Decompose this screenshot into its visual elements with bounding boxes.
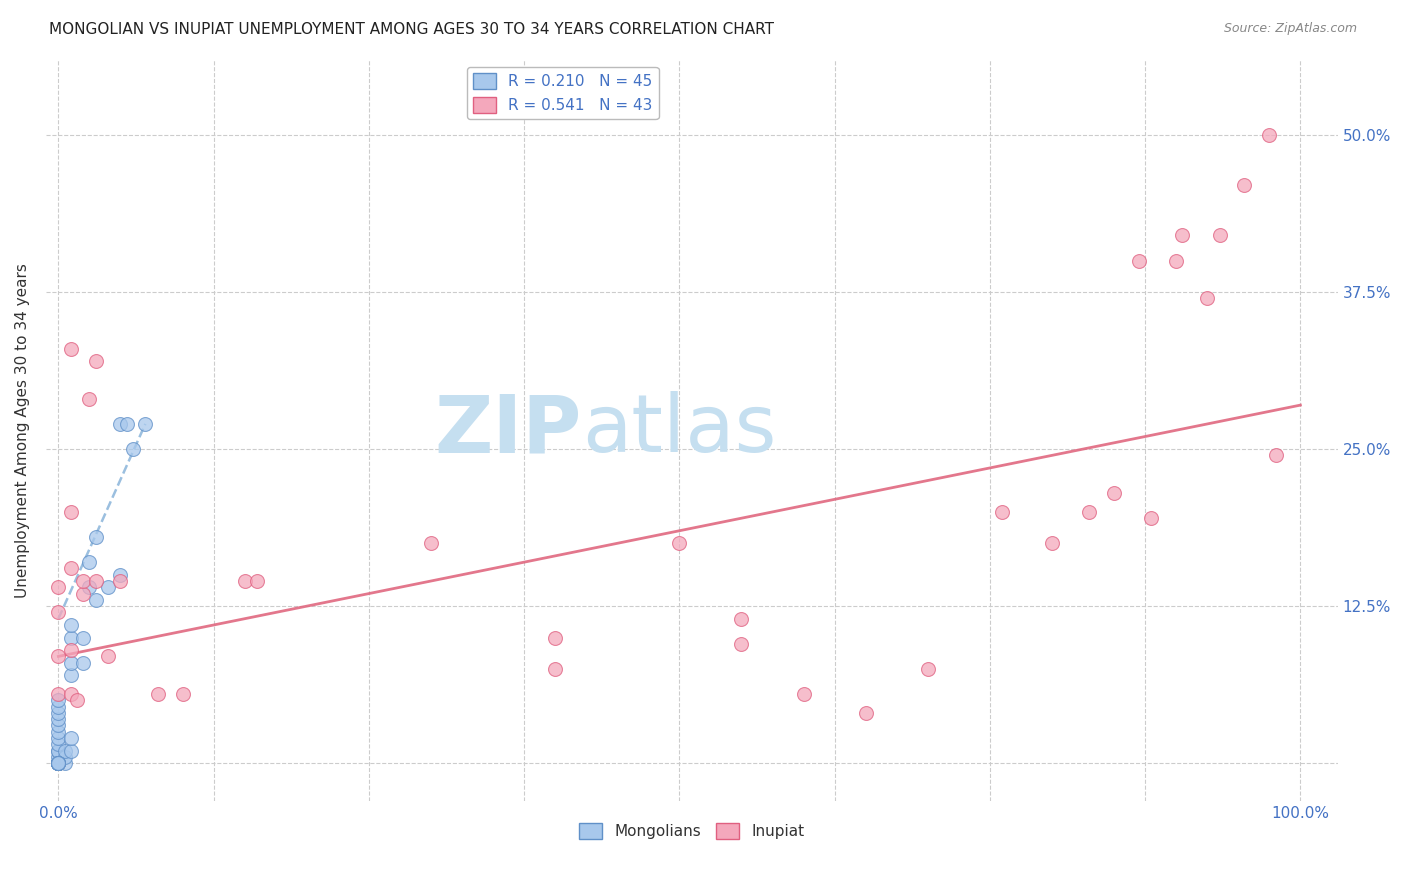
Point [1140, 511, 1163, 525]
Point [48, 756, 70, 771]
Point [1197, 291, 1219, 305]
Point [79, 555, 101, 569]
Point [917, 662, 939, 676]
Text: atlas: atlas [582, 392, 776, 469]
Point [48, 744, 70, 758]
Point [793, 687, 815, 701]
Point [59, 631, 82, 645]
Point [48, 580, 70, 594]
Text: MONGOLIAN VS INUPIAT UNEMPLOYMENT AMONG AGES 30 TO 34 YEARS CORRELATION CHART: MONGOLIAN VS INUPIAT UNEMPLOYMENT AMONG … [49, 22, 775, 37]
Point [59, 744, 82, 758]
Text: ZIP: ZIP [434, 392, 582, 469]
Point [246, 574, 269, 588]
Point [668, 536, 690, 550]
Point [146, 687, 169, 701]
Point [97, 580, 120, 594]
Point [48, 756, 70, 771]
Point [48, 712, 70, 726]
Point [59, 618, 82, 632]
Point [1128, 253, 1150, 268]
Point [53, 756, 76, 771]
Point [48, 756, 70, 771]
Point [48, 756, 70, 771]
Point [48, 756, 70, 771]
Point [59, 505, 82, 519]
Point [115, 417, 138, 431]
Point [1078, 505, 1101, 519]
Point [59, 687, 82, 701]
Point [48, 756, 70, 771]
Point [730, 637, 752, 651]
Point [48, 649, 70, 664]
Text: Source: ZipAtlas.com: Source: ZipAtlas.com [1223, 22, 1357, 36]
Point [66, 693, 89, 707]
Point [59, 342, 82, 356]
Point [110, 567, 132, 582]
Point [48, 756, 70, 771]
Point [48, 756, 70, 771]
Point [72, 574, 94, 588]
Point [233, 574, 256, 588]
Point [59, 561, 82, 575]
Point [855, 706, 877, 720]
Point [1233, 178, 1256, 193]
Point [730, 612, 752, 626]
Point [544, 631, 567, 645]
Point [48, 756, 70, 771]
Y-axis label: Unemployment Among Ages 30 to 34 years: Unemployment Among Ages 30 to 34 years [15, 263, 30, 598]
Point [1264, 449, 1286, 463]
Point [48, 756, 70, 771]
Point [1040, 536, 1063, 550]
Point [79, 392, 101, 406]
Point [134, 417, 156, 431]
Point [110, 417, 132, 431]
Point [420, 536, 443, 550]
Point [48, 687, 70, 701]
Point [48, 606, 70, 620]
Point [84, 592, 107, 607]
Point [48, 744, 70, 758]
Point [59, 668, 82, 682]
Point [72, 631, 94, 645]
Point [1102, 486, 1125, 500]
Point [48, 756, 70, 771]
Point [72, 656, 94, 670]
Point [48, 750, 70, 764]
Point [991, 505, 1014, 519]
Point [1171, 228, 1194, 243]
Point [544, 662, 567, 676]
Point [172, 687, 194, 701]
Legend: Mongolians, Inupiat: Mongolians, Inupiat [574, 817, 811, 845]
Point [84, 574, 107, 588]
Point [122, 442, 145, 456]
Point [84, 530, 107, 544]
Point [59, 643, 82, 657]
Point [1208, 228, 1230, 243]
Point [48, 693, 70, 707]
Point [110, 574, 132, 588]
Point [72, 586, 94, 600]
Point [97, 649, 120, 664]
Point [84, 354, 107, 368]
Point [48, 718, 70, 732]
Point [79, 580, 101, 594]
Point [48, 756, 70, 771]
Point [48, 699, 70, 714]
Point [48, 756, 70, 771]
Point [53, 750, 76, 764]
Point [59, 656, 82, 670]
Point [1166, 253, 1188, 268]
Point [48, 737, 70, 751]
Point [1258, 128, 1281, 142]
Point [48, 706, 70, 720]
Point [48, 731, 70, 745]
Point [53, 744, 76, 758]
Point [48, 724, 70, 739]
Point [59, 731, 82, 745]
